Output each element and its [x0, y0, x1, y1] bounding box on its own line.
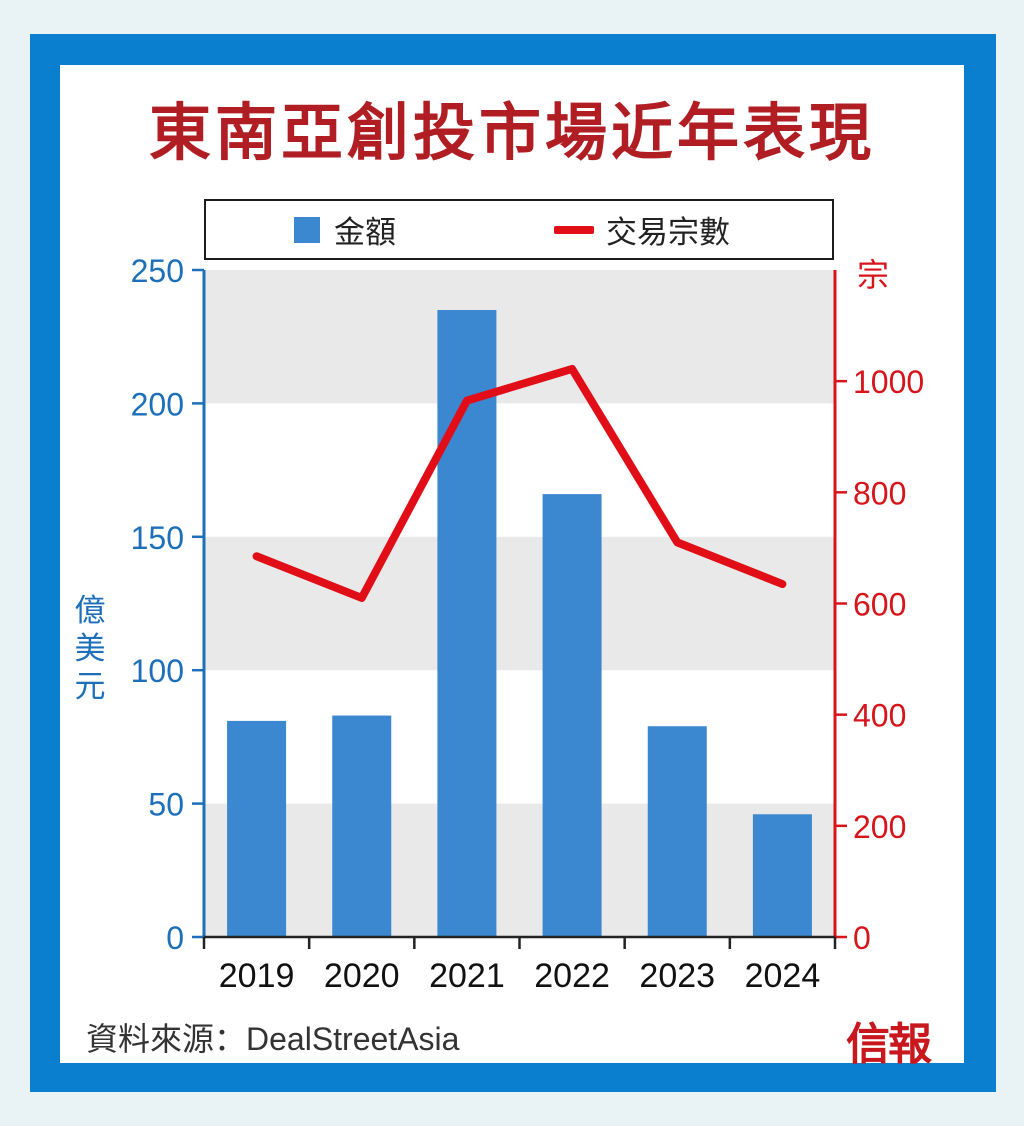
publisher-logo: 信報 [846, 1019, 932, 1070]
right-tick-label: 400 [853, 698, 906, 734]
bar-2022 [542, 494, 602, 937]
left-tick-label: 250 [131, 253, 184, 289]
ticks-group: 0 50 100 150 200 250 0 200 400 600 800 1000 宗 2019 202… [131, 253, 925, 995]
right-tick-label: 0 [853, 920, 871, 956]
deals-line [252, 364, 787, 602]
bar-2020 [332, 715, 392, 937]
x-tick-label: 2023 [639, 957, 715, 995]
left-tick-label: 50 [148, 787, 184, 823]
right-tick-label: 200 [853, 809, 906, 845]
right-tick-label: 1000 [853, 364, 924, 400]
x-tick-label: 2022 [534, 957, 610, 995]
grid-band [204, 536, 835, 671]
axes-group [192, 268, 847, 949]
legend-line-swatch [554, 225, 594, 234]
bar-2019 [227, 720, 287, 937]
legend-label-deals: 交易宗數 [606, 215, 730, 251]
grid-band [204, 803, 835, 937]
x-tick-label: 2024 [745, 957, 821, 995]
right-axis-unit: 宗 [857, 257, 889, 293]
bar-2021 [437, 310, 497, 937]
left-tick-label: 0 [166, 920, 184, 956]
chart-legend: 金額 交易宗數 [204, 199, 834, 260]
legend-label-amount: 金額 [334, 215, 396, 251]
bar-2023 [647, 726, 707, 937]
left-tick-label: 200 [131, 386, 184, 422]
source-note: 資料來源：DealStreetAsia [86, 1021, 460, 1057]
x-tick-label: 2021 [429, 957, 505, 995]
x-tick-label: 2020 [324, 957, 400, 995]
legend-item-amount: 金額 [294, 201, 396, 258]
chart-title: 東南亞創投市場近年表現 [148, 96, 875, 169]
x-tick-label: 2019 [219, 957, 295, 995]
line-group [252, 364, 787, 602]
left-tick-label: 100 [131, 653, 184, 689]
bars-group [227, 310, 812, 937]
legend-item-deals: 交易宗數 [554, 201, 730, 258]
legend-bar-swatch [294, 216, 320, 243]
right-tick-label: 800 [853, 475, 906, 511]
right-tick-label: 600 [853, 587, 906, 623]
left-tick-label: 150 [131, 520, 184, 556]
grid-bands [204, 270, 835, 937]
bar-2024 [752, 814, 812, 937]
left-axis-unit: 億美元 [74, 593, 106, 705]
